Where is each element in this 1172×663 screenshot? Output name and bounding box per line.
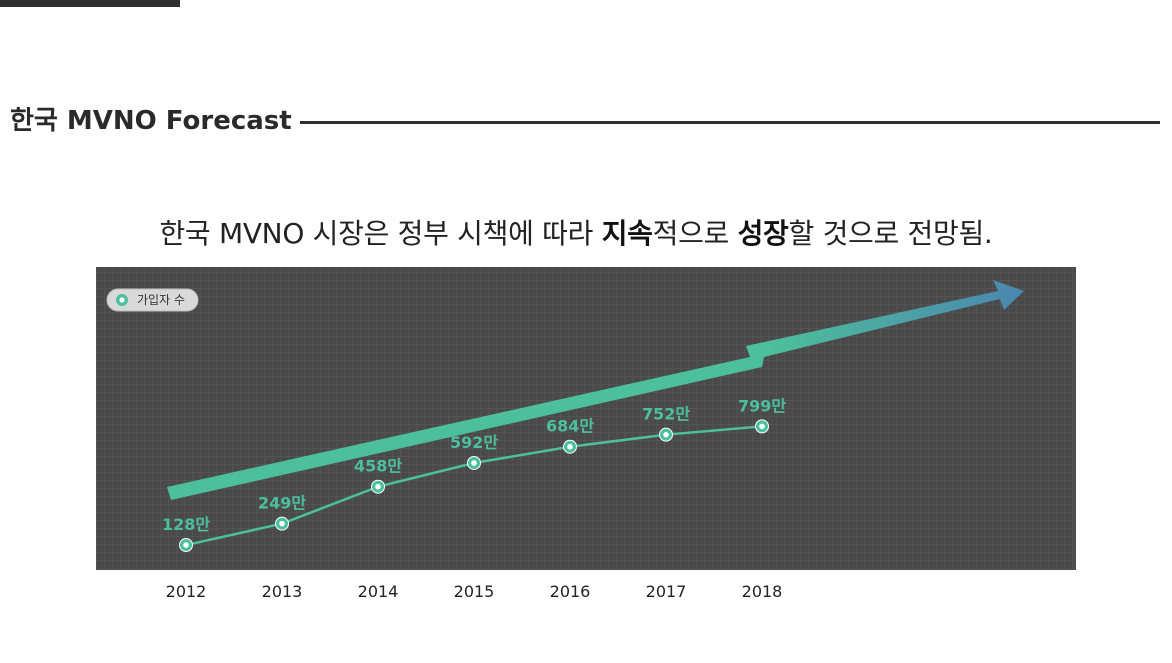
headline-text-3: 할 것으로 전망됨. [788, 217, 993, 250]
data-label: 799만 [738, 396, 786, 415]
data-label: 458만 [354, 457, 402, 476]
x-tick-label: 2012 [166, 582, 207, 601]
x-tick-label: 2016 [550, 582, 591, 601]
data-point-center [183, 542, 189, 548]
headline: 한국 MVNO 시장은 정부 시책에 따라 지속적으로 성장할 것으로 전망됨. [0, 212, 1152, 252]
headline-bold-2: 성장 [737, 217, 789, 250]
x-tick-label: 2017 [646, 582, 687, 601]
data-label: 684만 [546, 417, 594, 436]
section-title: 한국 MVNO Forecast [10, 106, 292, 136]
data-point-center [663, 431, 669, 438]
data-label: 249만 [258, 494, 306, 513]
top-accent-bar [0, 0, 180, 7]
headline-text-2: 적으로 [652, 217, 738, 250]
x-tick-label: 2015 [454, 582, 495, 601]
x-axis: 2012 2013 2014 2015 2016 2017 2018 [166, 582, 783, 601]
data-point-center [471, 460, 477, 466]
legend-box [106, 288, 199, 312]
title-rule [300, 121, 1160, 124]
x-tick-label: 2014 [358, 582, 399, 601]
x-tick-label: 2018 [742, 582, 783, 601]
growth-arrow [167, 280, 1024, 500]
x-tick-label: 2013 [262, 582, 303, 601]
data-point-center [759, 423, 765, 430]
data-label: 592만 [450, 433, 498, 452]
series-layer: 128만 249만 458만 592만 684만 752만 799만 [162, 396, 786, 553]
headline-text-1: 한국 MVNO 시장은 정부 시책에 따라 [159, 217, 602, 250]
data-label: 128만 [162, 515, 210, 534]
data-point-center [279, 520, 285, 527]
legend-label: 가입자 수 [137, 293, 185, 307]
data-label: 752만 [642, 405, 690, 424]
legend-marker-dot [119, 297, 125, 303]
data-point-center [375, 483, 381, 490]
data-point-center [567, 443, 573, 450]
legend: 가입자 수 [106, 288, 199, 312]
headline-bold-1: 지속 [601, 217, 653, 250]
